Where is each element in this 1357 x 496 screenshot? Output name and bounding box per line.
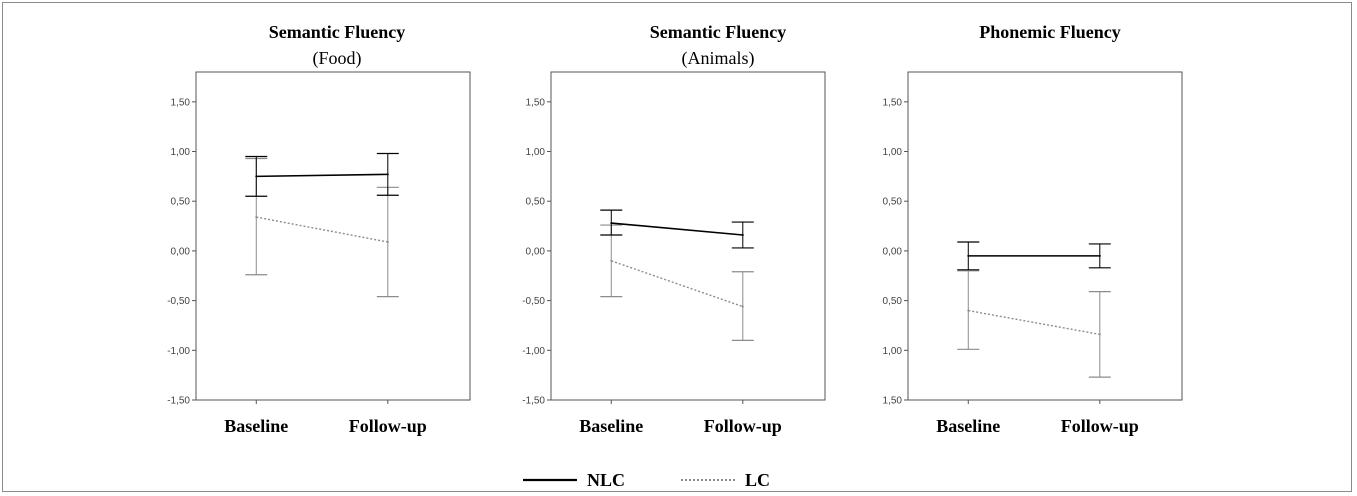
legend: NLC LC	[523, 470, 770, 490]
data-point-nlc	[610, 222, 613, 225]
y-tick-label: 0,50	[883, 197, 903, 208]
y-tick-label: 0,50	[526, 197, 546, 208]
data-point-nlc	[741, 234, 744, 237]
data-point-lc	[255, 216, 258, 219]
x-category-label: Baseline	[936, 416, 1000, 436]
series-nlc	[957, 241, 1111, 271]
chart-panel-1: Semantic Fluency (Food) 1,50 1,00 0,50 0,00 -0…	[167, 22, 471, 436]
chart-panel-3: Phonemic Fluency 1,50 1,00 0,50 0,00 0,50 1,00…	[883, 22, 1183, 436]
data-point-nlc	[255, 175, 258, 178]
y-tick-label: 1,50	[883, 97, 903, 108]
data-point-nlc	[1098, 254, 1101, 257]
y-tick-label: 0,00	[526, 246, 546, 257]
data-point-nlc	[967, 254, 970, 257]
data-point-nlc	[386, 173, 389, 176]
legend-label-lc: LC	[745, 470, 770, 490]
series-line-lc	[968, 309, 1100, 336]
series-line-lc	[256, 216, 388, 243]
data-point-lc	[1098, 333, 1101, 336]
legend-label-nlc: NLC	[587, 470, 625, 490]
plot-area	[550, 71, 826, 401]
series-lc	[245, 157, 399, 298]
y-tick-label: -1,00	[167, 346, 190, 357]
y-tick-label: -1,50	[167, 396, 190, 407]
y-tick-label: 0,50	[883, 296, 903, 307]
plot-area	[195, 71, 471, 401]
data-point-lc	[967, 309, 970, 312]
data-point-lc	[610, 259, 613, 262]
chart-title: Phonemic Fluency	[979, 22, 1121, 42]
x-category-label: Baseline	[224, 416, 288, 436]
y-tick-label: 0,00	[883, 246, 903, 257]
chart-panel-2: Semantic Fluency (Animals) 1,50 1,00 0,50 0,0…	[522, 22, 826, 436]
series-line-lc	[611, 260, 744, 308]
x-category-label: Follow-up	[349, 416, 427, 436]
chart-title: Semantic Fluency	[650, 22, 787, 42]
x-category-label: Follow-up	[1061, 416, 1139, 436]
data-point-lc	[741, 305, 744, 308]
x-category-label: Follow-up	[704, 416, 782, 436]
data-point-lc	[386, 240, 389, 243]
y-tick-label: -1,50	[522, 396, 545, 407]
chart-subtitle: (Food)	[313, 48, 362, 69]
series-lc	[600, 224, 754, 341]
y-tick-label: -0,50	[167, 296, 190, 307]
y-tick-label: 1,50	[883, 396, 903, 407]
y-tick-label: -0,50	[522, 296, 545, 307]
y-tick-label: 1,00	[171, 147, 191, 158]
y-tick-label: -1,00	[522, 346, 545, 357]
series-line-nlc	[256, 173, 388, 178]
y-tick-label: 1,00	[883, 346, 903, 357]
chart-subtitle: (Animals)	[682, 48, 755, 69]
y-tick-label: 0,50	[171, 197, 191, 208]
series-nlc	[245, 152, 399, 197]
chart-title: Semantic Fluency	[269, 22, 406, 42]
series-line-nlc	[611, 222, 743, 236]
x-category-label: Baseline	[579, 416, 643, 436]
series-lc	[957, 270, 1111, 378]
y-tick-label: 1,50	[171, 97, 191, 108]
y-tick-label: 0,00	[171, 246, 191, 257]
y-tick-label: 1,00	[883, 147, 903, 158]
series-nlc	[600, 209, 754, 249]
y-tick-label: 1,50	[526, 97, 546, 108]
plot-area	[907, 71, 1183, 401]
y-tick-label: 1,00	[526, 147, 546, 158]
